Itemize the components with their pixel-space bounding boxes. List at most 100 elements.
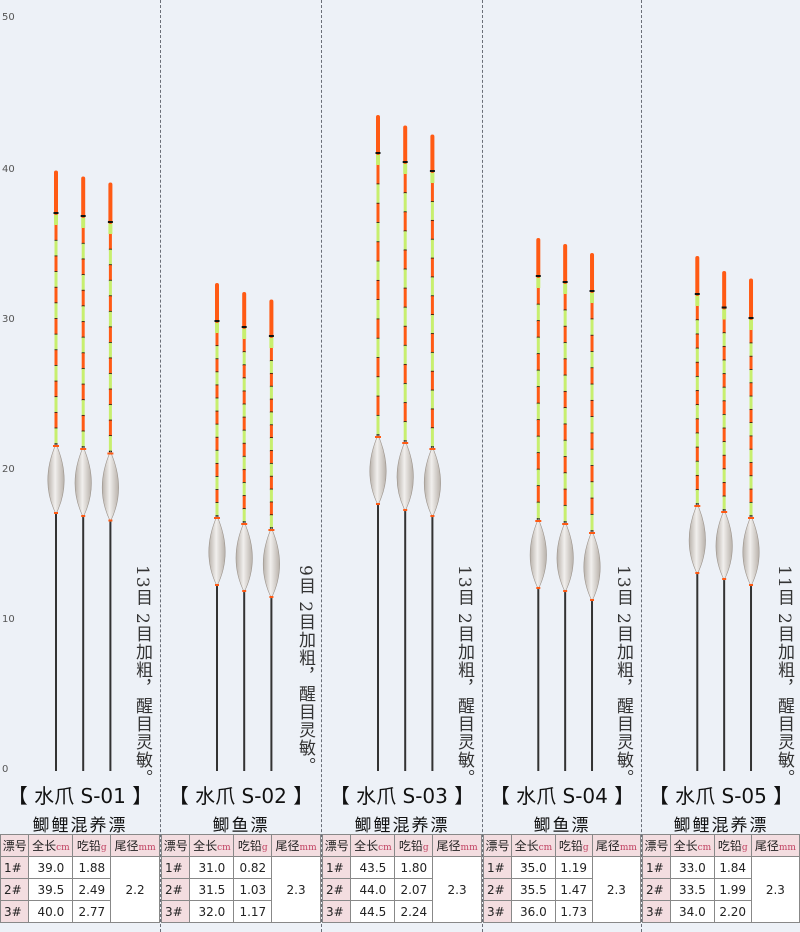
float-body (529, 518, 547, 590)
scale-tick-30: 30 (2, 314, 15, 325)
header-label: 尾径 (436, 839, 461, 853)
product-subtitle: 鲫鲤混养漂 (32, 816, 128, 836)
float-number: 1# (482, 856, 513, 879)
header-unit: mm (619, 843, 637, 853)
header-label: 吃铅 (717, 839, 742, 853)
lead-capacity: 2.77 (72, 900, 112, 923)
total-length: 33.0 (670, 856, 715, 879)
header-unit: mm (778, 843, 796, 853)
total-length: 34.0 (670, 900, 715, 923)
feature-note: 13目 2目加粗，醒目灵敏。 (613, 565, 633, 787)
product-title: 【 水爪 S-03 】 (329, 784, 475, 808)
total-length: 43.5 (350, 856, 396, 879)
float-illustration (688, 256, 760, 771)
product-caption: 【 水爪 S-03 】 鲫鲤混养漂 (322, 780, 482, 836)
header-label: 尾径 (754, 839, 779, 853)
spec-row: 2# 33.5 1.99 (641, 878, 800, 901)
spec-row: 3# 44.5 2.24 (321, 900, 482, 923)
header-label: 吃铅 (76, 839, 101, 853)
float-number: 1# (160, 856, 191, 879)
spec-table: 漂号 全长cm 吃铅g 尾径mm 1# 39.0 1.88 2.2 2# 39.5 2.49 3# 40… (0, 834, 160, 923)
header-label: 尾径 (275, 839, 300, 853)
lead-capacity: 1.47 (554, 878, 593, 901)
spec-row: 3# 32.0 1.17 (160, 900, 321, 923)
spec-header-row: 漂号 全长cm 吃铅g 尾径mm (160, 834, 321, 857)
product-title: 【 水爪 S-04 】 (489, 784, 635, 808)
spec-header-lead: 吃铅g (554, 834, 593, 857)
spec-table: 漂号 全长cm 吃铅g 尾径mm 1# 43.5 1.80 2.3 2# 44.0 2.07 3# 44… (321, 834, 482, 923)
scale-tick-40: 40 (2, 164, 15, 175)
float-number: 3# (0, 900, 30, 923)
lead-capacity: 1.17 (233, 900, 273, 923)
total-length: 44.5 (350, 900, 396, 923)
spec-row: 1# 39.0 1.88 2.2 (0, 856, 160, 923)
lead-capacity: 0.82 (233, 856, 273, 879)
float-number: 2# (0, 878, 30, 901)
float-body (396, 440, 414, 512)
float-illustration (369, 115, 441, 771)
panel-divider (160, 0, 161, 932)
spec-header-tail: 尾径mm (271, 834, 321, 857)
spec-row: 1# 33.0 1.84 2.3 (641, 856, 800, 923)
float-illustration (47, 170, 119, 771)
spec-table: 漂号 全长cm 吃铅g 尾径mm 1# 35.0 1.19 2.3 2# 35.5 1.47 3# 36… (482, 834, 642, 923)
tail-diameter: 2.3 (591, 856, 642, 923)
header-unit: g (100, 843, 107, 853)
float-body (262, 527, 280, 599)
total-length: 32.0 (189, 900, 235, 923)
header-unit: cm (697, 843, 712, 853)
spec-row: 1# 35.0 1.19 2.3 (482, 856, 642, 923)
header-unit: g (422, 843, 429, 853)
spec-header-len: 全长cm (28, 834, 74, 857)
header-label: 吃铅 (237, 839, 262, 853)
panel-divider (321, 0, 322, 932)
header-label: 漂号 (644, 839, 669, 853)
product-caption: 【 水爪 S-02 】 鲫鱼漂 (161, 780, 321, 836)
feature-note: 11目 2目加粗，醒目灵敏。 (774, 565, 794, 787)
float-body (101, 450, 119, 523)
tail-diameter: 2.3 (432, 856, 482, 923)
total-length: 39.0 (28, 856, 74, 879)
float-number: 3# (321, 900, 352, 923)
lead-capacity: 1.03 (233, 878, 273, 901)
product-subtitle: 鲫鱼漂 (212, 816, 270, 836)
float-body (235, 521, 253, 593)
header-unit: g (741, 843, 748, 853)
float-body (583, 530, 601, 602)
total-length: 44.0 (350, 878, 396, 901)
spec-header-no: 漂号 (0, 834, 30, 857)
feature-note: 13目 2目加粗，醒目灵敏。 (454, 565, 474, 787)
product-title: 【 水爪 S-05 】 (648, 784, 794, 808)
header-unit: g (261, 843, 268, 853)
lead-capacity: 2.49 (72, 878, 112, 901)
spec-header-row: 漂号 全长cm 吃铅g 尾径mm (482, 834, 642, 857)
scale-tick-20: 20 (2, 464, 15, 475)
scale-tick-10: 10 (2, 614, 15, 625)
spec-row: 3# 40.0 2.77 (0, 900, 160, 923)
total-length: 36.0 (511, 900, 556, 923)
header-unit: mm (138, 843, 156, 853)
float-number: 2# (321, 878, 352, 901)
float-body (208, 515, 226, 587)
float-illustration (208, 283, 280, 771)
float-number: 1# (0, 856, 30, 879)
product-subtitle: 鲫鱼漂 (533, 816, 591, 836)
tail-diameter: 2.3 (271, 856, 321, 923)
header-label: 吃铅 (398, 839, 423, 853)
header-unit: mm (299, 843, 317, 853)
product-title: 【 水爪 S-01 】 (7, 784, 153, 808)
product-panel-s04: 13目 2目加粗，醒目灵敏。 【 水爪 S-04 】 鲫鱼漂 漂号 全长cm 吃铅g… (482, 0, 642, 932)
spec-header-lead: 吃铅g (233, 834, 273, 857)
total-length: 33.5 (670, 878, 715, 901)
spec-header-tail: 尾径mm (591, 834, 642, 857)
product-title: 【 水爪 S-02 】 (168, 784, 314, 808)
header-label: 漂号 (163, 839, 188, 853)
spec-header-no: 漂号 (482, 834, 513, 857)
float-number: 2# (160, 878, 191, 901)
header-unit: mm (460, 843, 478, 853)
lead-capacity: 1.80 (394, 856, 434, 879)
float-body (715, 509, 733, 581)
product-panel-s02: 9目 2目加粗，醒目灵敏。 【 水爪 S-02 】 鲫鱼漂 漂号 全长cm 吃铅g 尾… (160, 0, 321, 932)
spec-row: 2# 39.5 2.49 (0, 878, 160, 901)
header-unit: cm (56, 843, 70, 853)
